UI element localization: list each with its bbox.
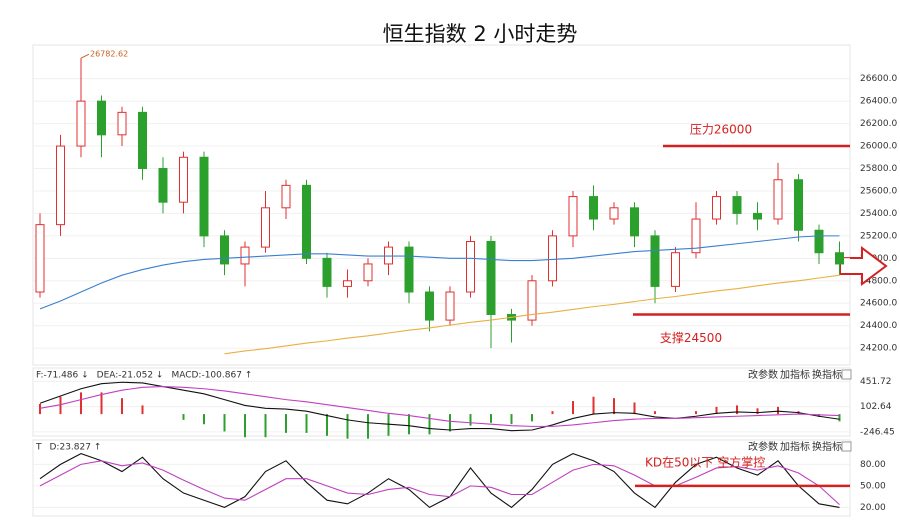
- y-tick-label: 24600.0: [860, 299, 897, 309]
- line-series: [39, 453, 840, 509]
- candle-body: [158, 168, 168, 203]
- y-tick-label: 24200.0: [860, 344, 897, 354]
- y-tick-label: 102.64: [860, 402, 892, 412]
- candle-body: [445, 291, 455, 321]
- toolbar-button[interactable]: 加指标: [780, 368, 810, 381]
- y-tick-label: 20.00: [860, 503, 886, 513]
- candle-body: [527, 280, 537, 321]
- legend-entry: D:23.827 ↑: [50, 443, 102, 453]
- y-tick-label: 24400.0: [860, 321, 897, 331]
- y-tick-label: 25400.0: [860, 209, 897, 219]
- candle-body: [138, 111, 147, 170]
- y-tick-label: 26400.0: [860, 97, 897, 107]
- close-button[interactable]: [841, 369, 852, 380]
- line-series: [39, 235, 840, 310]
- candle-body: [240, 246, 250, 265]
- candle-body: [404, 246, 414, 293]
- line-series: [224, 274, 840, 355]
- candle-body: [630, 207, 639, 237]
- candle-body: [568, 196, 578, 237]
- candle-body: [486, 240, 496, 315]
- toolbar-button[interactable]: 改参数: [748, 368, 778, 381]
- candle-body: [589, 196, 598, 220]
- candle-body: [117, 111, 127, 136]
- annotation-label: 支撑24500: [660, 330, 722, 345]
- candle-body: [322, 257, 332, 287]
- legend-entry: MACD:-100.867 ↑: [171, 371, 252, 381]
- candle-body: [261, 207, 270, 248]
- candle-body: [466, 240, 475, 293]
- price-panel: [32, 44, 851, 366]
- candle-body: [35, 224, 45, 293]
- y-tick-label: 80.00: [860, 460, 886, 470]
- y-tick-label: 25600.0: [860, 186, 897, 196]
- annotation-label: KD在50以下 空方掌控: [645, 454, 765, 469]
- toolbar-button[interactable]: 加指标: [780, 440, 810, 453]
- candle-body: [712, 196, 721, 220]
- line-series: [39, 460, 840, 506]
- candle-body: [384, 246, 393, 265]
- y-tick-label: -246.45: [860, 427, 895, 437]
- candle-body: [671, 252, 680, 287]
- toolbar-button[interactable]: 换指标: [812, 368, 842, 381]
- toolbar-button[interactable]: 换指标: [812, 440, 842, 453]
- candle-body: [609, 207, 619, 220]
- candle-body: [732, 196, 742, 214]
- kd-panel: [32, 439, 851, 517]
- candle-body: [363, 263, 373, 282]
- legend-entry: F:-71.486 ↓: [36, 371, 89, 381]
- candle-body: [220, 235, 229, 265]
- y-tick-label: 26600.0: [860, 74, 897, 84]
- legend-entry: T: [35, 443, 42, 453]
- candle-body: [835, 252, 844, 265]
- y-tick-label: 26200.0: [860, 119, 897, 129]
- candle-body: [794, 179, 803, 231]
- close-button[interactable]: [841, 441, 852, 452]
- candle-body: [199, 156, 209, 237]
- candle-body: [548, 235, 557, 282]
- y-tick-label: 24800.0: [860, 276, 897, 286]
- y-tick-label: 25000.0: [860, 254, 897, 264]
- legend-entry: DEA:-21.052 ↓: [97, 371, 164, 381]
- candle-body: [650, 235, 660, 287]
- chart-title: 恒生指数 2 小时走势: [383, 22, 578, 46]
- line-series: [39, 381, 840, 432]
- candle-body: [814, 229, 824, 254]
- candle-body: [302, 184, 311, 259]
- candle-body: [281, 184, 291, 209]
- candle-body: [691, 218, 701, 254]
- peak-pointer: [80, 53, 90, 59]
- candle-body: [425, 291, 434, 321]
- candle-body: [56, 145, 65, 226]
- trend-arrow: [839, 246, 888, 286]
- candle-body: [343, 280, 352, 287]
- candle-body: [753, 212, 762, 220]
- y-tick-label: 26000.0: [860, 142, 897, 152]
- annotation-label: 压力26000: [690, 123, 752, 137]
- y-tick-label: 50.00: [860, 481, 886, 491]
- candle-body: [97, 100, 106, 136]
- y-tick-label: 25200.0: [860, 231, 897, 241]
- line-series: [39, 386, 840, 427]
- y-tick-label: 451.72: [860, 377, 892, 387]
- candle-body: [773, 179, 783, 220]
- candle-body: [76, 100, 86, 147]
- macd-panel: [32, 367, 851, 437]
- toolbar-button[interactable]: 改参数: [748, 440, 778, 453]
- candle-body: [179, 156, 188, 203]
- peak-label: 26782.62: [90, 50, 128, 59]
- y-tick-label: 25800.0: [860, 164, 897, 174]
